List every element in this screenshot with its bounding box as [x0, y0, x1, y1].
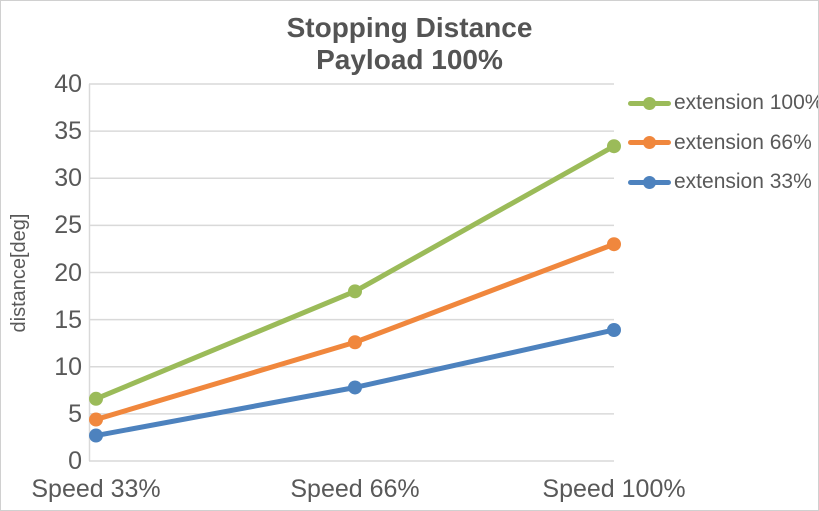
legend-item-label: extension 100% — [674, 91, 819, 114]
data-point-marker — [607, 139, 621, 154]
legend-item: extension 33% — [628, 169, 812, 195]
data-point-marker — [89, 391, 103, 406]
data-point-marker — [89, 412, 103, 427]
chart-title: Stopping Distance Payload 100% — [1, 12, 818, 76]
data-point-marker — [348, 284, 362, 299]
legend-line-marker-icon — [628, 136, 671, 149]
legend-item-label: extension 66% — [674, 130, 812, 154]
legend-item: extension 100% — [628, 90, 819, 116]
x-category-label: Speed 33% — [31, 475, 161, 503]
data-point-marker — [607, 322, 621, 337]
data-point-marker — [348, 335, 362, 350]
legend-dot — [643, 96, 656, 110]
data-point-marker — [607, 237, 621, 252]
data-point-marker — [89, 428, 103, 443]
legend-dot — [643, 136, 656, 149]
y-tick-label: 20 — [54, 258, 82, 287]
legend-dot — [643, 175, 656, 189]
y-tick-label: 10 — [54, 352, 82, 381]
y-tick-label: 0 — [68, 447, 82, 475]
y-tick-label: 35 — [54, 117, 82, 146]
x-category-label: Speed 100% — [542, 475, 686, 503]
legend-item: extension 66% — [628, 130, 812, 156]
legend-item-label: extension 33% — [674, 170, 812, 193]
y-tick-label: 5 — [68, 399, 82, 428]
y-tick-label: 15 — [54, 305, 82, 334]
x-category-label: Speed 66% — [290, 475, 420, 503]
data-point-marker — [348, 380, 362, 395]
y-tick-label: 25 — [54, 211, 82, 240]
legend-line-marker-icon — [628, 96, 671, 110]
legend-line-marker-icon — [628, 175, 671, 189]
y-tick-label: 40 — [54, 70, 82, 98]
chart-title-line1: Stopping Distance — [286, 12, 533, 43]
y-tick-label: 30 — [54, 164, 82, 193]
chart-title-line2: Payload 100% — [316, 44, 503, 75]
